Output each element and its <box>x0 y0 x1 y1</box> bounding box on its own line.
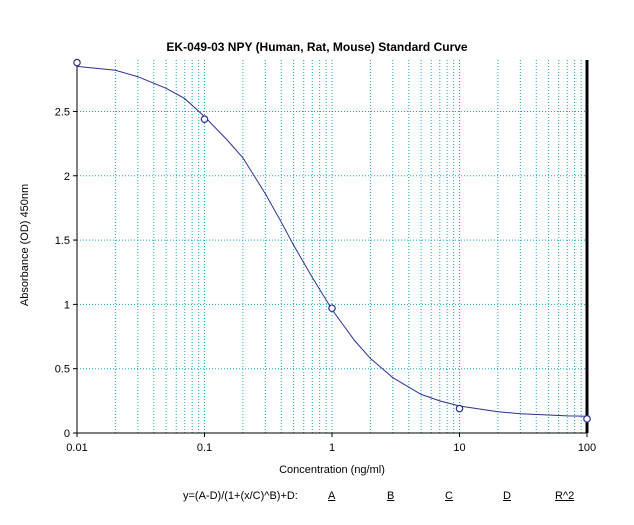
param-d: D <box>503 490 511 502</box>
param-a: A <box>328 490 336 502</box>
grid-lines <box>77 60 587 433</box>
x-tick-label: 0.1 <box>197 442 212 454</box>
y-tick-label: 1.5 <box>55 235 70 247</box>
data-points-group <box>73 58 591 423</box>
y-tick-label: 1 <box>64 299 70 311</box>
y-tick-label: 0 <box>64 428 70 440</box>
x-axis-label: Concentration (ng/ml) <box>279 464 385 476</box>
y-tick-label: 2.5 <box>55 106 70 118</box>
data-point <box>583 415 591 423</box>
x-tick-label: 0.01 <box>66 442 87 454</box>
chart-title: EK-049-03 NPY (Human, Rat, Mouse) Standa… <box>166 40 468 54</box>
equation-formula: y=(A-D)/(1+(x/C)^B)+D: <box>183 490 298 502</box>
x-tick-label: 100 <box>578 442 596 454</box>
param-b: B <box>387 490 395 502</box>
equation-row: y=(A-D)/(1+(x/C)^B)+D: A B C D R^2 <box>0 490 634 506</box>
param-r-squared: R^2 <box>555 490 575 502</box>
data-point <box>200 115 209 123</box>
data-point <box>455 404 464 413</box>
data-point <box>73 58 81 67</box>
y-axis-label: Absorbance (OD) 450nm <box>19 183 31 307</box>
fitted-curve-line <box>76 65 588 417</box>
y-tick-label: 0.5 <box>55 364 70 376</box>
x-tick-label: 1 <box>329 442 335 454</box>
x-tick-label: 10 <box>453 442 465 454</box>
y-tick-label: 2 <box>64 171 70 183</box>
fitted-curve-group <box>76 65 588 417</box>
param-c: C <box>445 490 453 502</box>
tick-labels: 0.01 0.1 1 10 100 0 0.5 1 1.5 2 2.5 <box>55 106 596 454</box>
data-point <box>328 304 336 313</box>
